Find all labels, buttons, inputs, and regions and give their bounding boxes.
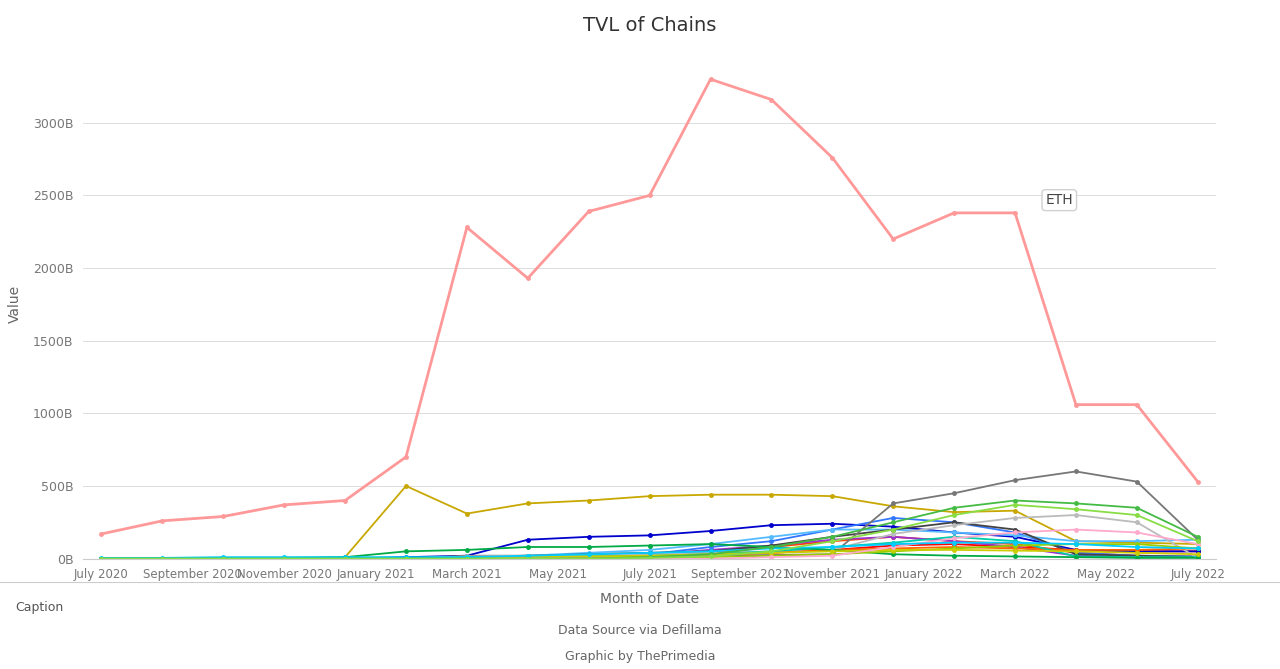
Text: Graphic by ThePrimedia: Graphic by ThePrimedia — [564, 650, 716, 663]
Text: ETH: ETH — [1046, 193, 1073, 207]
Text: Data Source via Defillama: Data Source via Defillama — [558, 624, 722, 637]
Text: Caption: Caption — [15, 601, 64, 614]
Title: TVL of Chains: TVL of Chains — [582, 16, 717, 35]
X-axis label: Month of Date: Month of Date — [600, 593, 699, 606]
Y-axis label: Value: Value — [8, 286, 22, 323]
